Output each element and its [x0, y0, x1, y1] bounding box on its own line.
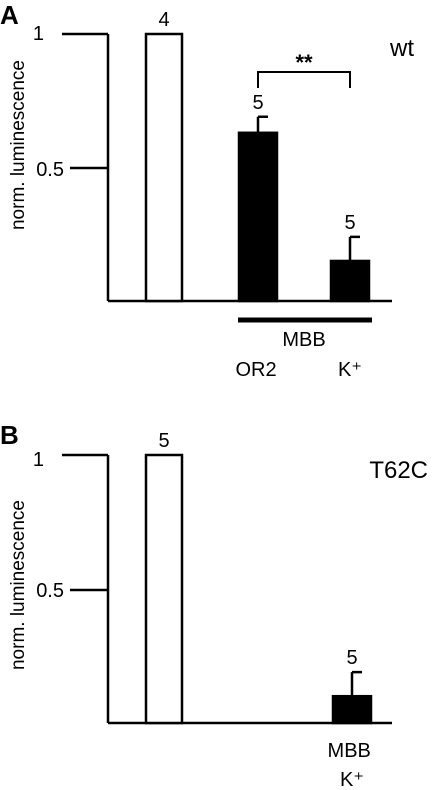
condition-label-b-line2: K⁺ [340, 769, 364, 790]
error-bar-or2-a [256, 115, 268, 133]
y-tick-label-0.5-b: 0.5 [36, 580, 64, 602]
bar-k-b [331, 694, 373, 725]
genotype-label-b: T62C [369, 457, 428, 484]
condition-label-k-a: K⁺ [338, 359, 362, 381]
condition-label-b-line1: MBB [328, 740, 371, 762]
condition-label-b: MBB K⁺ [328, 740, 377, 790]
n-label-control-a: 4 [158, 9, 169, 31]
error-bar-k-b [350, 670, 362, 697]
group-label-a: MBB [282, 329, 325, 351]
panel-b: B norm. luminescence 1 0.5 5 5 T62C MBB … [0, 420, 428, 790]
bar-control-b [144, 453, 184, 725]
y-tick-label-1-b: 1 [33, 449, 44, 471]
panel-label-b: B [0, 420, 19, 450]
y-axis-label-b: norm. luminescence [8, 500, 29, 670]
n-label-or2-a: 5 [252, 92, 263, 114]
bar-or2-a [237, 131, 279, 303]
y-axis-label-a: norm. luminescence [8, 60, 29, 230]
significance-bracket-a [257, 71, 351, 88]
bar-k-a [329, 259, 371, 303]
n-label-k-b: 5 [346, 647, 357, 669]
y-tick-label-0.5-a: 0.5 [36, 159, 64, 181]
condition-label-or2-a: OR2 [235, 359, 276, 381]
y-tick-label-1-a: 1 [33, 23, 44, 45]
n-label-k-a: 5 [344, 212, 355, 234]
significance-label-a: ** [295, 50, 313, 75]
genotype-label-a: wt [389, 35, 414, 62]
error-bar-k-a [348, 235, 360, 261]
panel-a: A norm. luminescence 1 0.5 4 5 5 ** wt M… [0, 0, 414, 381]
panel-label-a: A [0, 0, 19, 30]
bar-control-a [144, 32, 184, 303]
n-label-control-b: 5 [158, 430, 169, 452]
